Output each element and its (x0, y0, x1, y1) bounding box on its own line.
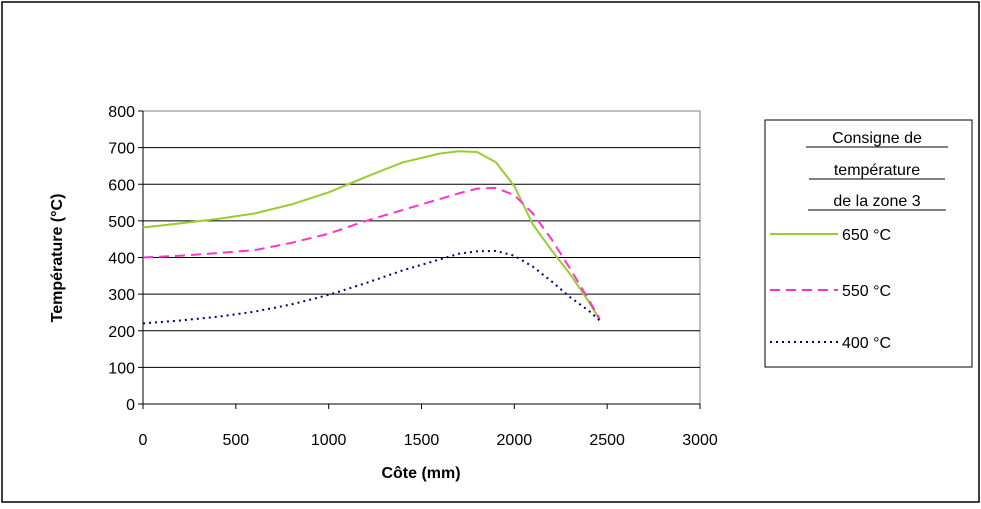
legend-label: 550 °C (842, 283, 891, 300)
y-tick-label: 700 (108, 141, 135, 158)
y-tick-label: 500 (108, 214, 135, 231)
x-tick-label: 2500 (589, 432, 625, 449)
x-tick-label: 3000 (682, 432, 718, 449)
x-axis-title: Côte (mm) (381, 465, 460, 482)
y-tick-label: 300 (108, 287, 135, 304)
y-tick-label: 200 (108, 324, 135, 341)
legend-title-line-2: température (834, 162, 920, 179)
y-tick-label: 800 (108, 104, 135, 121)
x-tick-label: 500 (222, 432, 249, 449)
legend: Consigne de température de la zone 3 650… (765, 120, 972, 367)
legend-label: 650 °C (842, 227, 891, 244)
x-tick-label: 2000 (497, 432, 533, 449)
x-tick-label: 1500 (404, 432, 440, 449)
y-tick-label: 400 (108, 251, 135, 268)
y-tick-label: 0 (126, 397, 135, 414)
y-tick-label: 600 (108, 177, 135, 194)
legend-label: 400 °C (842, 335, 891, 352)
x-tick-label: 1000 (311, 432, 347, 449)
y-axis-title: Température (°C) (49, 194, 66, 323)
y-tick-label: 100 (108, 360, 135, 377)
x-tick-label: 0 (139, 432, 148, 449)
legend-title-line-1: Consigne de (832, 130, 922, 147)
legend-title-line-3: de la zone 3 (833, 193, 920, 210)
